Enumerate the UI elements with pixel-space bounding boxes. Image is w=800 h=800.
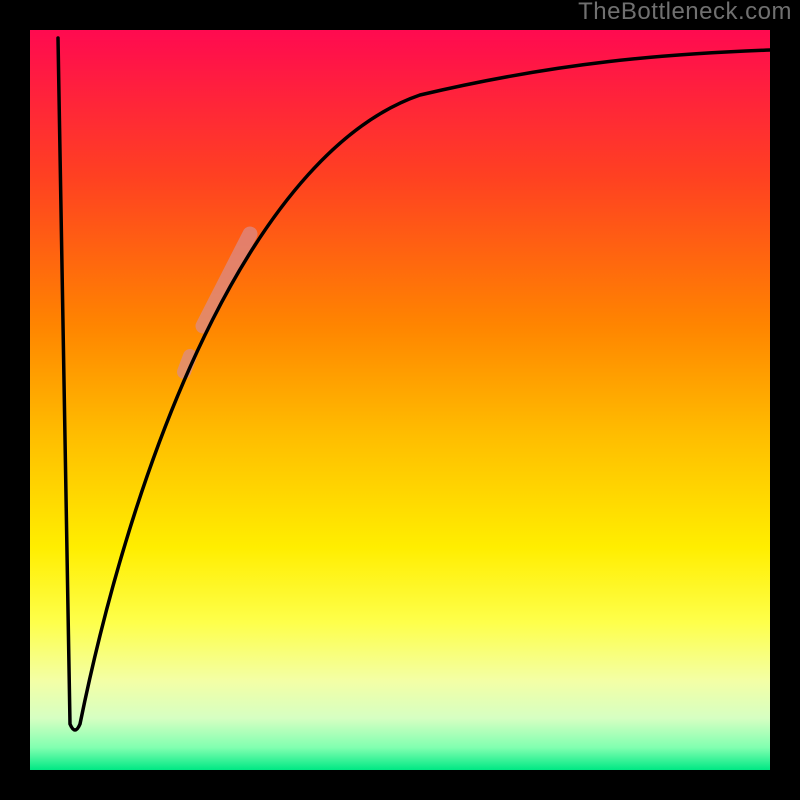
chart-plot-area (30, 30, 770, 770)
attribution-label: TheBottleneck.com (578, 0, 792, 24)
bottleneck-chart (0, 0, 800, 800)
chart-container: TheBottleneck.com (0, 0, 800, 800)
